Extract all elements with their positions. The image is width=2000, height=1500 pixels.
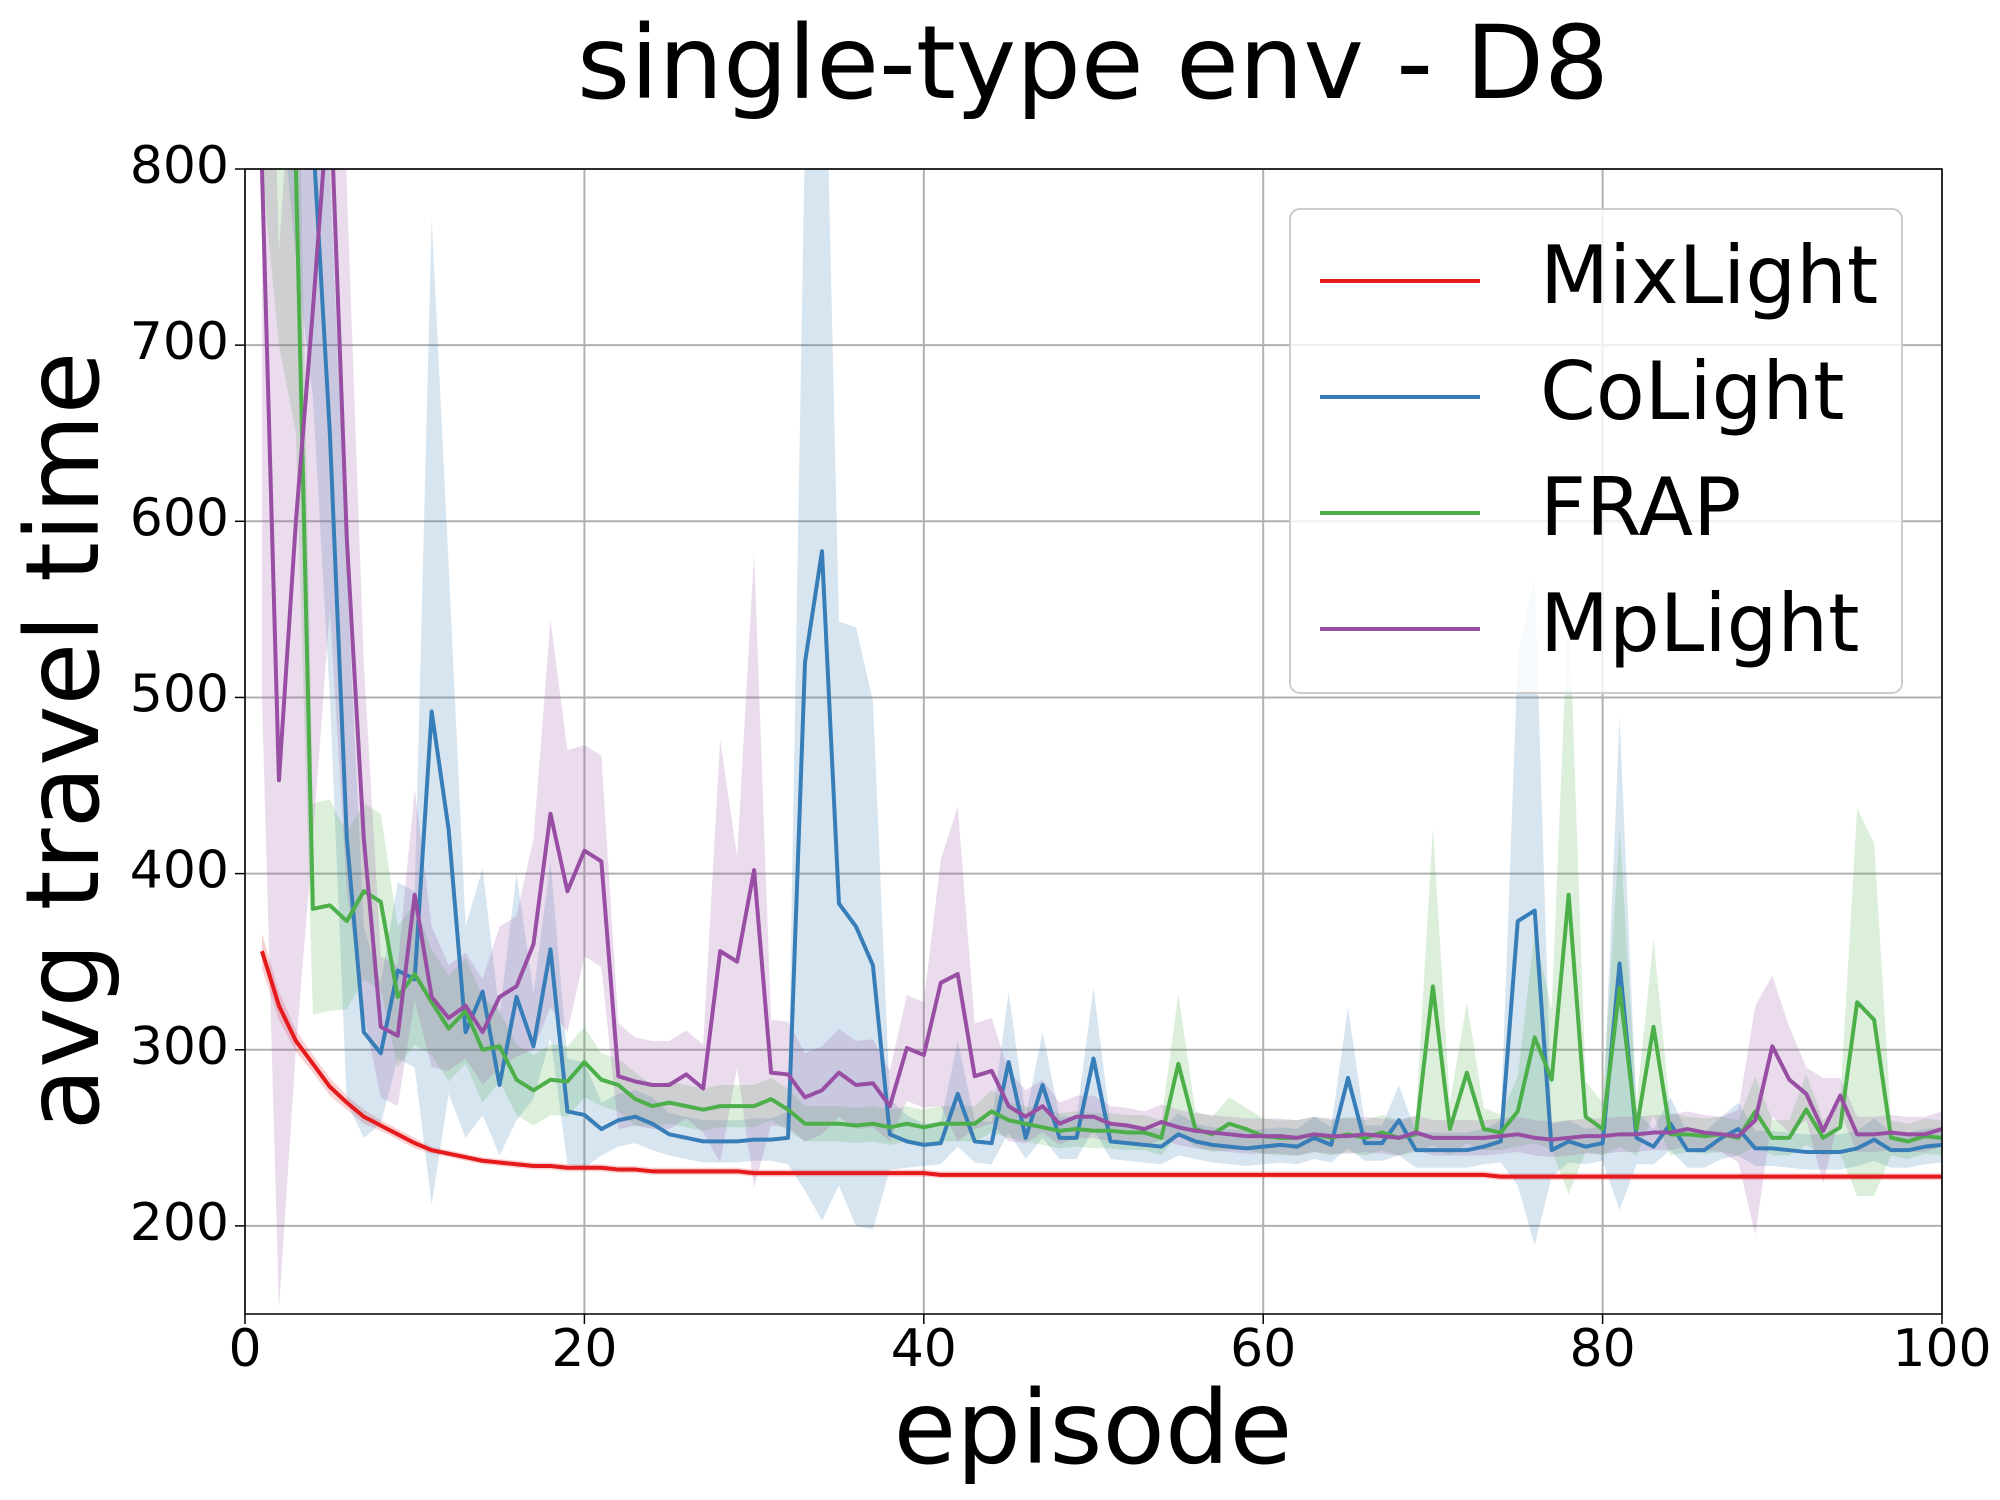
y-tick-label: 200 — [130, 1193, 229, 1253]
legend-label: CoLight — [1540, 345, 1844, 438]
y-tick-label: 400 — [130, 841, 229, 901]
ticks: 0 20 40 60 80 100 200 300 400 500 600 700 800 — [130, 136, 1992, 1379]
x-axis-label: episode — [894, 1369, 1293, 1488]
legend: MixLight CoLight FRAP MpLight — [1289, 208, 1903, 694]
chart-title: single-type env - D8 — [577, 4, 1609, 123]
x-tick-label: 100 — [1892, 1319, 1991, 1379]
y-tick-label: 700 — [130, 312, 229, 372]
x-tick-label: 40 — [891, 1319, 957, 1379]
x-tick-label: 0 — [228, 1319, 261, 1379]
legend-label: MpLight — [1540, 577, 1859, 670]
legend-label: MixLight — [1540, 229, 1878, 322]
plot-frame — [244, 168, 1943, 1315]
y-axis-label: avg travel time — [4, 352, 123, 1131]
y-tick-label: 300 — [130, 1017, 229, 1077]
y-tick-label: 600 — [130, 488, 229, 548]
x-tick-label: 80 — [1570, 1319, 1636, 1379]
series-line — [260, 950, 1942, 1179]
x-tick-label: 20 — [551, 1319, 617, 1379]
y-tick-label: 500 — [130, 664, 229, 724]
error-band — [287, 169, 1942, 1246]
plot-area — [259, 169, 1942, 1309]
series-line — [312, 169, 1942, 1154]
x-tick-label: 60 — [1230, 1319, 1296, 1379]
legend-box — [1289, 208, 1903, 694]
series-line — [259, 169, 1942, 1142]
legend-label: FRAP — [1540, 461, 1741, 554]
y-tick-label: 800 — [130, 136, 229, 196]
series-line — [293, 169, 1942, 1144]
